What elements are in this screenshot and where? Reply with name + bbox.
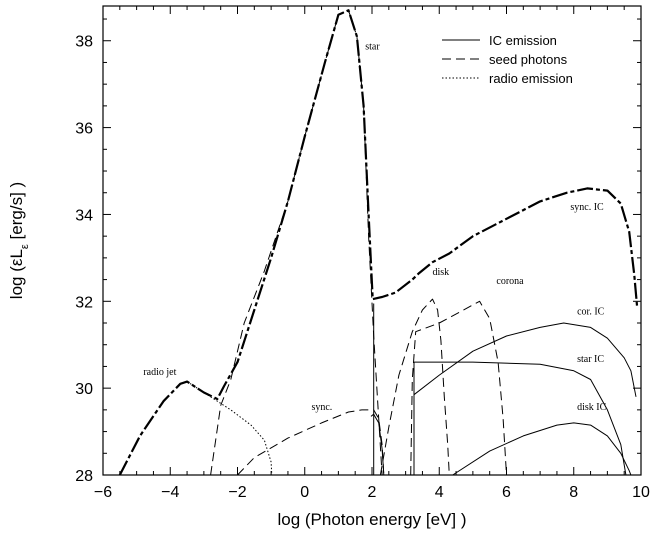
- x-tick-label-4: 2: [368, 484, 377, 501]
- x-tick-label-5: 4: [435, 484, 444, 501]
- annotation-6: star IC: [577, 354, 604, 365]
- annotation-7: disk IC: [577, 402, 607, 413]
- y-axis-title-suffix: [erg/s] ): [7, 182, 26, 244]
- x-tick-label-8: 10: [632, 484, 650, 501]
- x-tick-label-7: 8: [569, 484, 578, 501]
- legend-label-1: IC emission: [489, 33, 557, 48]
- y-tick-label-4: 36: [75, 121, 93, 138]
- tick-layer: −6 −4 −2 0 2 4 6 8 10 28 30 32 34 36 38: [75, 6, 650, 501]
- y-axis-title-prefix: log (εL: [7, 249, 26, 299]
- series-line-9: [413, 322, 637, 397]
- y-tick-label-0: 28: [75, 468, 93, 485]
- annotation-1: star: [365, 41, 380, 52]
- y-tick-label-5: 38: [75, 34, 93, 51]
- annotation-5: cor. IC: [577, 306, 605, 317]
- series-line-10: [413, 361, 627, 476]
- series-line-6: [186, 381, 273, 476]
- x-tick-label-2: −2: [228, 484, 246, 501]
- x-tick-label-0: −6: [94, 484, 112, 501]
- annotation-3: corona: [496, 276, 524, 287]
- series-line-3: [379, 298, 450, 476]
- y-axis-title: log (εLε [erg/s] ): [7, 182, 31, 299]
- legend-label-3: radio emission: [489, 71, 573, 86]
- series-layer: [118, 9, 639, 476]
- annotation-2: disk: [433, 267, 450, 278]
- annotation-9: sync.: [311, 402, 332, 413]
- x-axis-title: log (Photon energy [eV] ): [277, 510, 466, 529]
- y-tick-label-2: 32: [75, 294, 93, 311]
- series-line-5: [237, 409, 385, 476]
- series-line-2: [210, 9, 383, 476]
- annotation-8: radio jet: [143, 367, 176, 378]
- x-tick-label-3: 0: [300, 484, 309, 501]
- annotation-4: sync. IC: [570, 202, 604, 213]
- y-tick-label-1: 30: [75, 381, 93, 398]
- x-tick-label-1: −4: [161, 484, 179, 501]
- legend: IC emission seed photons radio emission: [442, 33, 573, 86]
- series-line-7: [370, 413, 385, 476]
- y-tick-label-3: 34: [75, 207, 93, 224]
- y-axis-title-subscript: ε: [19, 244, 31, 249]
- series-line-4: [410, 300, 507, 476]
- legend-label-2: seed photons: [489, 52, 568, 67]
- series-line-11: [452, 422, 632, 476]
- annotation-layer: star disk corona sync. IC cor. IC star IC disk…: [143, 41, 606, 412]
- x-tick-label-6: 6: [502, 484, 511, 501]
- series-line-1: [118, 9, 639, 476]
